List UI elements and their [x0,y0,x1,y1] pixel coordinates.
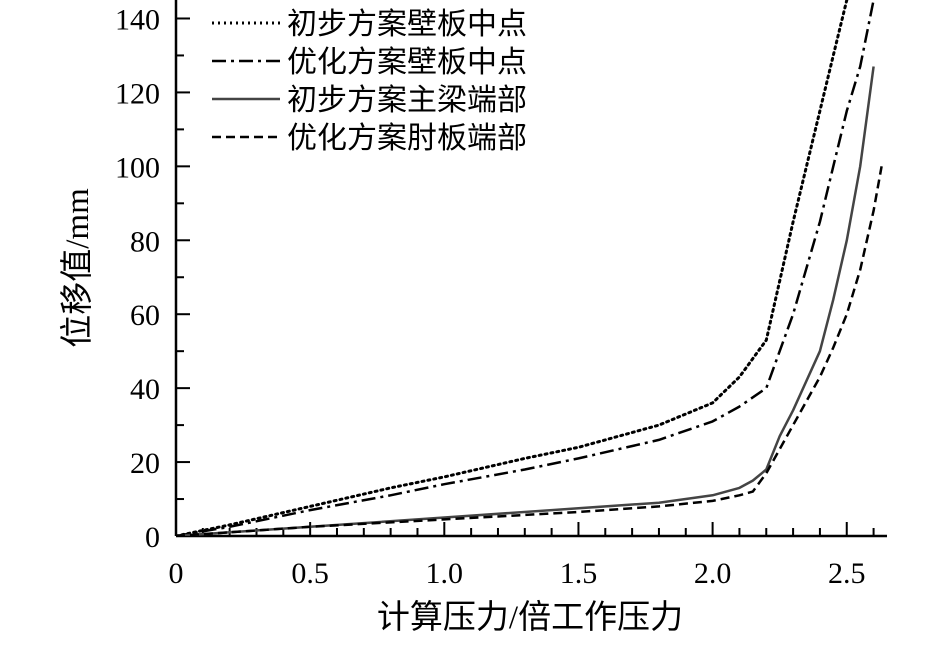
y-tick-label: 40 [130,373,160,406]
y-axis-title: 位移值/mm [59,188,96,348]
legend-label-4: 优化方案肘板端部 [287,122,527,155]
x-tick-label: 0 [169,557,184,590]
series-line-3 [176,66,875,536]
x-tick-label: 1.0 [426,557,464,590]
series-lines [176,0,883,536]
series-line-1 [176,0,849,536]
legend-label-3: 初步方案主梁端部 [287,84,527,117]
y-tick-label: 80 [130,225,160,258]
y-tick-label: 140 [115,3,160,36]
y-tick-label: 120 [115,77,160,110]
x-tick-label: 2.0 [694,557,732,590]
y-tick-label: 20 [130,447,160,480]
x-tick-label: 1.5 [560,557,598,590]
y-tick-label: 60 [130,299,160,332]
series-line-4 [176,166,883,536]
series-line-2 [176,0,875,536]
axes: 0 0.5 1.0 1.5 2.0 2.5 0 20 40 60 80 100 120 140 [115,0,887,590]
legend-label-2: 优化方案壁板中点 [287,46,527,79]
legend-label-1: 初步方案壁板中点 [287,8,527,41]
y-tick-label: 0 [145,521,160,554]
x-axis-title: 计算压力/倍工作压力 [377,599,683,636]
x-tick-label: 2.5 [828,557,866,590]
x-tick-label: 0.5 [291,557,329,590]
y-tick-label: 100 [115,151,160,184]
